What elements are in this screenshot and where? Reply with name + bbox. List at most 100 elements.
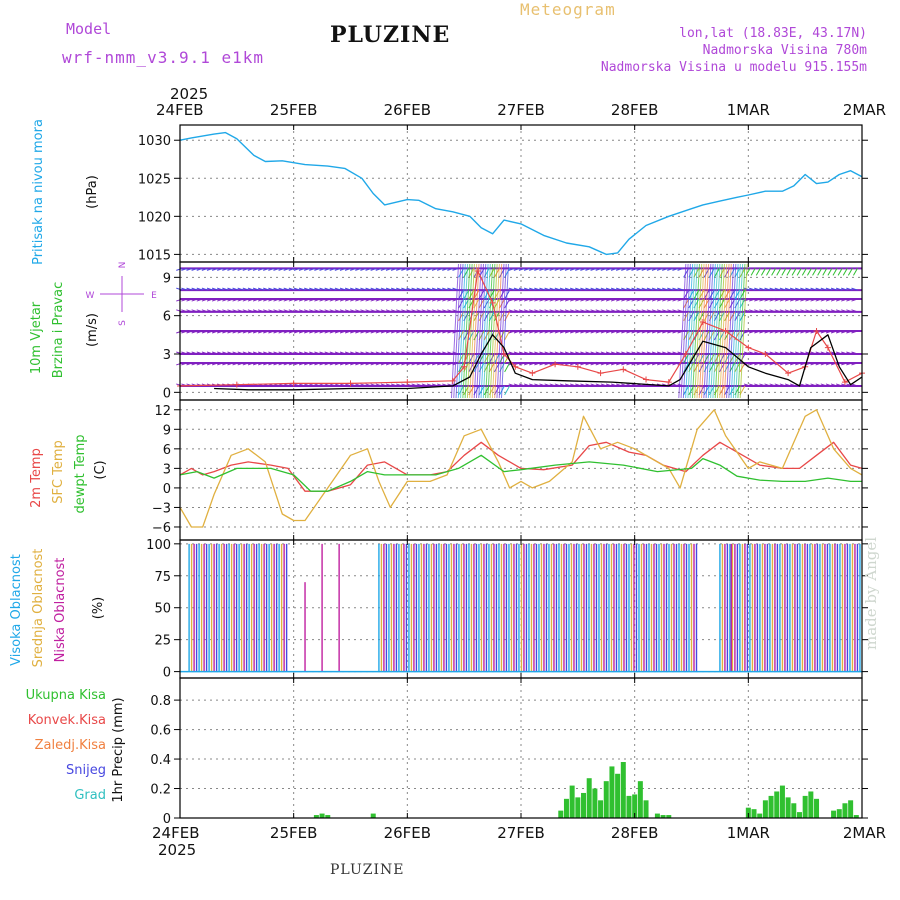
wind-barb [181, 287, 188, 291]
wind-barb [350, 287, 357, 291]
pressure-line [179, 131, 863, 256]
wind-barb [518, 287, 526, 291]
wind-storm-streak [485, 263, 494, 399]
wind-barb [222, 330, 229, 334]
wind-barb [206, 351, 214, 355]
precip-bar [586, 778, 592, 818]
wind-barb [544, 362, 551, 366]
wind-barb [789, 362, 797, 366]
wind-barb [334, 309, 341, 313]
wind-barb [334, 351, 341, 355]
wind-barb [754, 287, 761, 291]
wind-barb [411, 362, 418, 366]
wind-storm-streak [450, 263, 459, 399]
wind-barb [447, 362, 454, 366]
wind-barb [784, 351, 792, 355]
ylabel-pressure: Pritisak na nivou mora [31, 119, 46, 265]
wind-barb [610, 351, 618, 355]
wind-barb [293, 362, 301, 366]
wind-barb [431, 298, 439, 302]
wind-barb [529, 383, 536, 387]
wind-barb [677, 383, 684, 387]
wind-barb [314, 298, 321, 302]
wind-barb [365, 330, 372, 334]
wind-barb [764, 298, 771, 302]
wind-barb [222, 267, 229, 271]
wind-barb [426, 309, 434, 313]
wind-barb [442, 330, 449, 334]
compass-s: S [118, 320, 128, 326]
wind-barb [380, 287, 388, 291]
wind-gust-marker [745, 344, 752, 351]
wind-barb [789, 330, 797, 334]
wind-barb [575, 287, 582, 291]
wind-barb [610, 330, 618, 334]
wind-barb [825, 309, 833, 313]
wind-gust-marker [722, 328, 729, 334]
wind-barb [789, 309, 797, 313]
wind-barb [411, 267, 418, 271]
wind-barb [544, 287, 551, 291]
wind-barb [176, 287, 183, 291]
wind-barb [288, 330, 295, 334]
wind-barb [513, 330, 521, 334]
wind-barb [298, 351, 306, 355]
wind-barb [222, 351, 229, 355]
wind-barb [370, 267, 377, 271]
bottom-axis-date: 26FEB [384, 824, 431, 842]
wind-barb [504, 385, 511, 396]
wind-barb [324, 383, 331, 387]
y-tick-label: 100 [146, 538, 171, 553]
wind-barb [385, 330, 393, 334]
wind-barb [227, 287, 234, 291]
wind-barb [800, 287, 807, 291]
wind-barb [324, 287, 331, 291]
wind-barb [641, 267, 648, 271]
wind-barb [817, 268, 823, 276]
wind-barb [360, 362, 367, 366]
wind-barb [293, 330, 301, 334]
wind-barb [314, 287, 321, 291]
wind-barb [534, 298, 541, 302]
wind-barb [631, 330, 638, 334]
wind-barb [841, 309, 848, 313]
wind-barb [523, 383, 531, 387]
y-tick-label: 25 [154, 634, 171, 649]
wind-barb [559, 298, 567, 302]
y-tick-label: 6 [163, 443, 171, 458]
wind-barb [339, 298, 347, 302]
wind-storm-streak [464, 263, 473, 399]
wind-barb [743, 287, 751, 291]
wind-barb [303, 298, 311, 302]
wind-barb [585, 351, 592, 355]
wind-barb [569, 362, 577, 366]
wind-barb [796, 268, 802, 276]
precip-bar [319, 813, 325, 818]
wind-barb [580, 298, 587, 302]
wind-barb [227, 267, 234, 271]
wind-barb [406, 351, 413, 355]
wind-gust-marker [529, 370, 536, 377]
wind-barb [554, 267, 561, 271]
wind-barb [667, 362, 674, 366]
precip-bar [785, 797, 791, 818]
wind-barb [442, 351, 449, 355]
wind-barb [585, 287, 592, 291]
wind-barb [350, 309, 357, 313]
wind-barb [748, 351, 756, 355]
wind-barb [815, 351, 822, 355]
wind-barb [662, 267, 669, 271]
wind-barb [401, 298, 408, 302]
precip-bar [808, 791, 814, 818]
wind-barb [585, 330, 592, 334]
wind-barb [350, 330, 357, 334]
wind-barb [360, 298, 367, 302]
wind-barb [569, 309, 577, 313]
wind-barb [795, 330, 802, 334]
wind-barb [390, 351, 398, 355]
wind-barb [314, 267, 321, 271]
wind-barb [805, 287, 812, 291]
wind-barb [227, 362, 234, 366]
y-tick-label: 0 [163, 482, 171, 497]
wind-barb [779, 298, 787, 302]
